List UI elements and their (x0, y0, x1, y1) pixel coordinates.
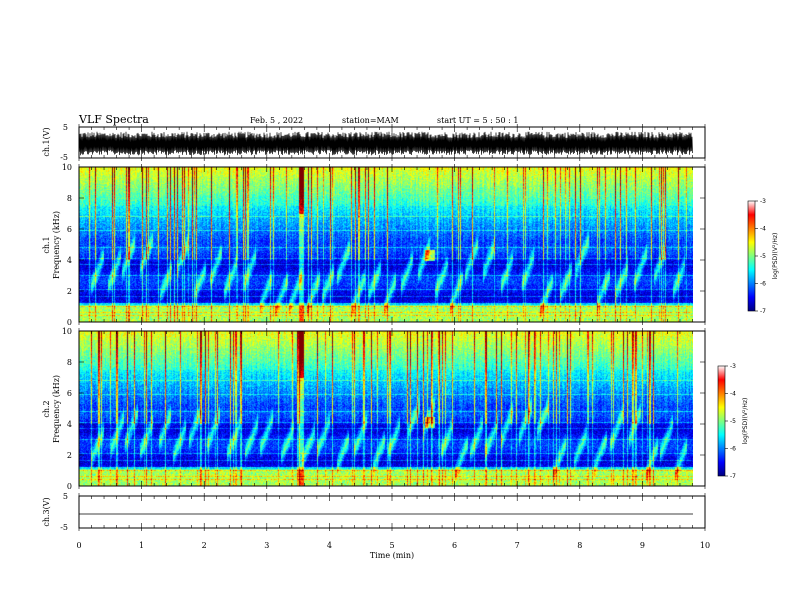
ch1-ytick-5: 5 (63, 123, 68, 132)
date-label: Feb. 5 , 2022 (250, 116, 303, 125)
colorbar-tick-label: -5 (730, 418, 736, 425)
colorbar-tick-label: -6 (730, 446, 736, 453)
x-tick-label: 1 (139, 541, 144, 550)
ch2-colorbar-ticks: -3 -4 -5 -6 -7 (725, 363, 736, 480)
y-tick-label: 10 (62, 327, 72, 336)
colorbar-tick-label: -7 (760, 308, 766, 315)
x-axis-tick-labels: 0 1 2 3 4 5 6 7 8 9 10 (76, 541, 710, 550)
ch1-spectrogram-image (79, 167, 693, 322)
x-tick-label: 9 (640, 541, 645, 550)
colorbar-tick-label: -4 (760, 226, 766, 233)
x-tick-label: 6 (452, 541, 457, 550)
ch2-spectrogram-panel: 0 2 4 6 8 10 ch.2 Frequency (kHz) (42, 327, 706, 491)
ch1-spectrogram-panel: 0 2 4 6 8 10 ch.1 Frequency (kHz) (42, 163, 706, 327)
x-tick-label: 10 (700, 541, 710, 550)
ch1-colorbar-ticks: -3 -4 -5 -6 -7 (755, 198, 766, 315)
y-tick-label: 2 (67, 287, 72, 296)
ch1-spectrogram-ylabel-channel: ch.1 (42, 236, 51, 253)
ch2-colorbar-label: log(PSD)(V²/Hz) (742, 398, 749, 445)
start-time-label: start UT = 5 : 50 : 1 (437, 116, 518, 125)
ch2-spectrogram-ylabel-frequency: Frequency (kHz) (52, 375, 61, 443)
x-tick-label: 8 (577, 541, 582, 550)
station-label: station=MAM (342, 116, 399, 125)
ch1-colorbar: -3 -4 -5 -6 -7 log(PSD)(V²/Hz) (747, 198, 779, 315)
colorbar-tick-label: -6 (760, 281, 766, 288)
x-tick-label: 2 (202, 541, 207, 550)
ch1-colorbar-label: log(PSD)(V²/Hz) (772, 233, 779, 280)
y-tick-label: 2 (67, 451, 72, 460)
ch2-spectrogram-ylabel-channel: ch.2 (42, 400, 51, 417)
y-tick-label: 8 (67, 194, 72, 203)
ch3-waveform-ticks (78, 493, 706, 531)
ch2-colorbar-gradient (717, 365, 726, 477)
ch2-spectrogram-image-holder (79, 331, 693, 486)
x-tick-label: 0 (76, 541, 81, 550)
y-tick-label: 10 (62, 163, 72, 172)
y-tick-label: 8 (67, 358, 72, 367)
y-tick-label: 6 (67, 389, 72, 398)
figure-title: VLF Spectra (78, 113, 149, 126)
x-tick-label: 4 (327, 541, 332, 550)
ch1-waveform-trace (78, 131, 693, 156)
ch3-ytick-5: 5 (63, 492, 68, 501)
ch1-colorbar-gradient (747, 200, 756, 312)
x-tick-label: 5 (389, 541, 394, 550)
ch1-spectrogram-ticks (78, 164, 706, 325)
ch1-spectrogram-image-holder (79, 167, 693, 322)
ch2-spectrogram-ticks (78, 328, 706, 489)
ch1-waveform-ticks (78, 124, 706, 161)
ch1-ytick-neg5: -5 (60, 153, 68, 162)
ch1-waveform-panel: 5 -5 ch.1(V) (42, 123, 706, 162)
y-tick-label: 0 (67, 482, 72, 491)
ch3-waveform-panel: 5 -5 ch.3(V) (42, 492, 706, 532)
ch3-waveform-ylabel: ch.3(V) (42, 497, 51, 526)
colorbar-tick-label: -5 (760, 253, 766, 260)
x-axis-label: Time (min) (370, 551, 414, 560)
ch3-ytick-neg5: -5 (60, 523, 68, 532)
colorbar-tick-label: -3 (730, 363, 736, 370)
x-tick-label: 7 (515, 541, 520, 550)
colorbar-tick-label: -7 (730, 473, 736, 480)
y-tick-label: 4 (67, 420, 72, 429)
colorbar-tick-label: -3 (760, 198, 766, 205)
ch1-waveform-ylabel: ch.1(V) (42, 127, 51, 156)
ch2-spectrogram-ytick-labels: 0 2 4 6 8 10 (62, 327, 705, 491)
ch1-spectrogram-ytick-labels: 0 2 4 6 8 10 (62, 163, 705, 327)
y-tick-label: 6 (67, 225, 72, 234)
y-tick-label: 0 (67, 318, 72, 327)
ch1-spectrogram-ylabel-frequency: Frequency (kHz) (52, 211, 61, 279)
y-tick-label: 4 (67, 256, 72, 265)
ch2-colorbar: -3 -4 -5 -6 -7 log(PSD)(V²/Hz) (717, 363, 749, 480)
colorbar-tick-label: -4 (730, 391, 736, 398)
x-tick-label: 3 (264, 541, 269, 550)
ch2-spectrogram-image (79, 331, 693, 486)
